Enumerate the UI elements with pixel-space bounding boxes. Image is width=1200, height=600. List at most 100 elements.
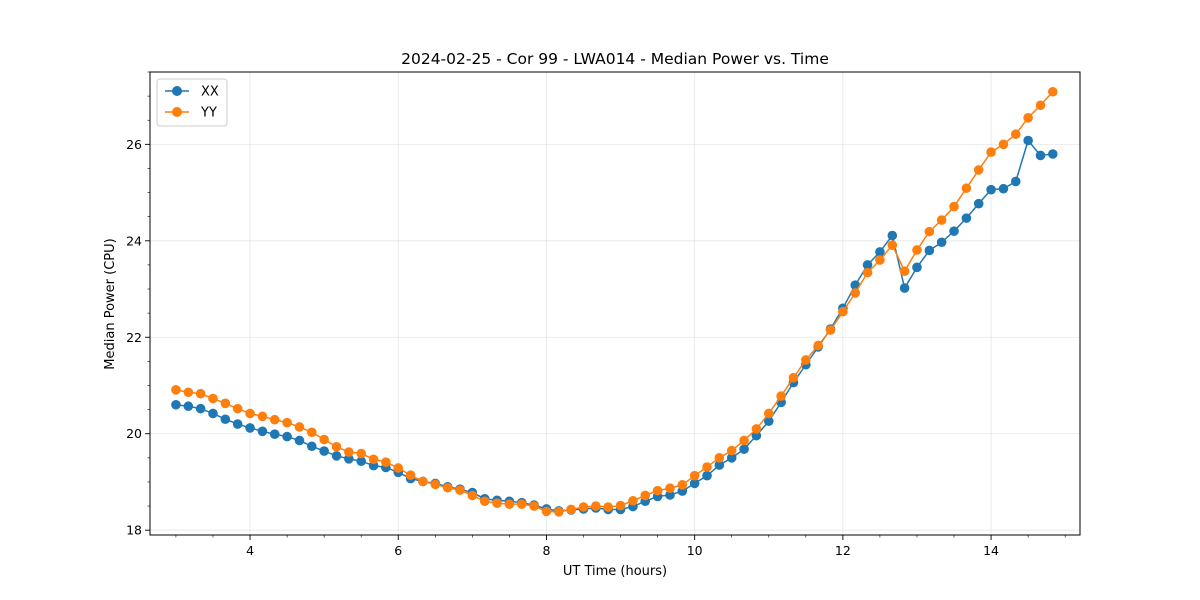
data-point-yy	[306, 427, 317, 438]
data-point-yy	[492, 498, 502, 508]
data-point-yy	[665, 483, 675, 494]
data-point-xx	[936, 237, 947, 248]
data-point-yy	[220, 398, 231, 409]
data-point-xx	[306, 441, 317, 452]
data-point-yy	[269, 414, 280, 425]
x-tick-label: 4	[246, 543, 254, 558]
data-point-yy	[319, 434, 329, 445]
data-point-yy	[541, 506, 552, 517]
data-point-yy	[751, 424, 762, 434]
data-point-yy	[936, 215, 947, 225]
data-point-xx	[739, 444, 749, 454]
legend-marker-xx	[172, 86, 182, 96]
legend-marker-yy	[172, 107, 182, 117]
data-point-xx	[751, 430, 762, 441]
data-point-xx	[344, 454, 354, 464]
data-point-xx	[1010, 176, 1021, 187]
data-point-xx	[356, 456, 367, 467]
data-point-yy	[405, 470, 416, 481]
data-point-yy	[813, 340, 823, 351]
data-point-yy	[640, 490, 651, 501]
x-tick-label: 12	[835, 543, 851, 558]
data-point-yy	[763, 408, 774, 419]
data-point-xx	[282, 431, 292, 442]
data-point-yy	[739, 435, 749, 446]
data-point-yy	[973, 165, 984, 175]
data-point-yy	[924, 226, 935, 237]
data-point-xx	[887, 230, 898, 241]
legend-label-xx: XX	[201, 85, 219, 100]
data-point-xx	[171, 399, 181, 410]
grid-layer	[150, 72, 1080, 535]
data-point-yy	[566, 504, 576, 515]
data-point-xx	[319, 446, 329, 456]
data-point-yy	[850, 288, 861, 298]
data-point-yy	[578, 502, 589, 512]
tick-layer: 4 6 8 10 12 14 18 20 22 24 26	[126, 71, 1066, 558]
data-point-xx	[949, 226, 959, 236]
data-point-xx	[269, 429, 280, 440]
data-point-yy	[467, 490, 478, 501]
data-point-yy	[714, 453, 725, 463]
data-point-xx	[665, 490, 675, 500]
data-point-xx	[912, 262, 922, 273]
data-point-yy	[949, 201, 959, 212]
data-point-yy	[726, 445, 737, 456]
data-point-xx	[257, 426, 268, 437]
data-point-yy	[986, 147, 996, 157]
data-point-xx	[961, 213, 972, 223]
data-point-yy	[504, 499, 515, 509]
data-point-xx	[875, 247, 885, 257]
data-point-xx	[1048, 149, 1058, 159]
data-point-xx	[331, 451, 342, 461]
data-point-yy	[702, 462, 712, 472]
data-point-yy	[479, 496, 490, 507]
data-point-yy	[689, 470, 700, 481]
data-point-yy	[1048, 86, 1058, 97]
y-tick-label: 22	[126, 330, 142, 345]
legend-label-yy: YY	[200, 106, 217, 121]
data-point-yy	[1035, 100, 1046, 111]
data-point-yy	[998, 139, 1009, 150]
data-point-xx	[689, 478, 700, 489]
data-point-yy	[603, 502, 613, 512]
data-point-xx	[195, 403, 206, 414]
x-tick-label: 6	[394, 543, 402, 558]
data-point-yy	[442, 482, 453, 493]
data-point-yy	[554, 507, 564, 517]
data-point-yy	[455, 485, 465, 495]
data-point-yy	[245, 408, 255, 419]
data-point-xx	[245, 423, 255, 433]
data-point-yy	[615, 500, 626, 511]
data-point-yy	[171, 385, 181, 395]
data-point-xx	[899, 283, 910, 293]
data-point-yy	[628, 495, 638, 506]
data-point-yy	[516, 499, 527, 509]
data-point-xx	[763, 416, 774, 426]
data-point-yy	[195, 388, 206, 399]
data-point-xx	[208, 408, 218, 419]
data-point-yy	[294, 422, 305, 432]
y-axis-label: Median Power (CPU)	[103, 238, 118, 369]
data-point-yy	[862, 267, 873, 278]
data-point-yy	[652, 485, 663, 496]
plot-frame	[149, 71, 1081, 536]
data-point-xx	[1023, 135, 1033, 146]
y-tick-label: 24	[126, 233, 142, 248]
x-tick-label: 10	[687, 543, 703, 558]
data-point-yy	[368, 454, 379, 465]
data-point-yy	[961, 183, 972, 194]
data-point-yy	[356, 448, 367, 459]
data-point-yy	[257, 411, 268, 422]
data-point-yy	[344, 447, 354, 457]
data-point-yy	[208, 393, 218, 404]
data-point-yy	[282, 417, 292, 428]
data-point-yy	[1010, 129, 1021, 140]
data-point-yy	[887, 240, 898, 250]
data-point-yy	[825, 325, 836, 335]
data-point-yy	[381, 457, 391, 467]
data-point-xx	[998, 183, 1009, 194]
series-layer	[171, 86, 1058, 517]
data-point-yy	[899, 266, 910, 276]
